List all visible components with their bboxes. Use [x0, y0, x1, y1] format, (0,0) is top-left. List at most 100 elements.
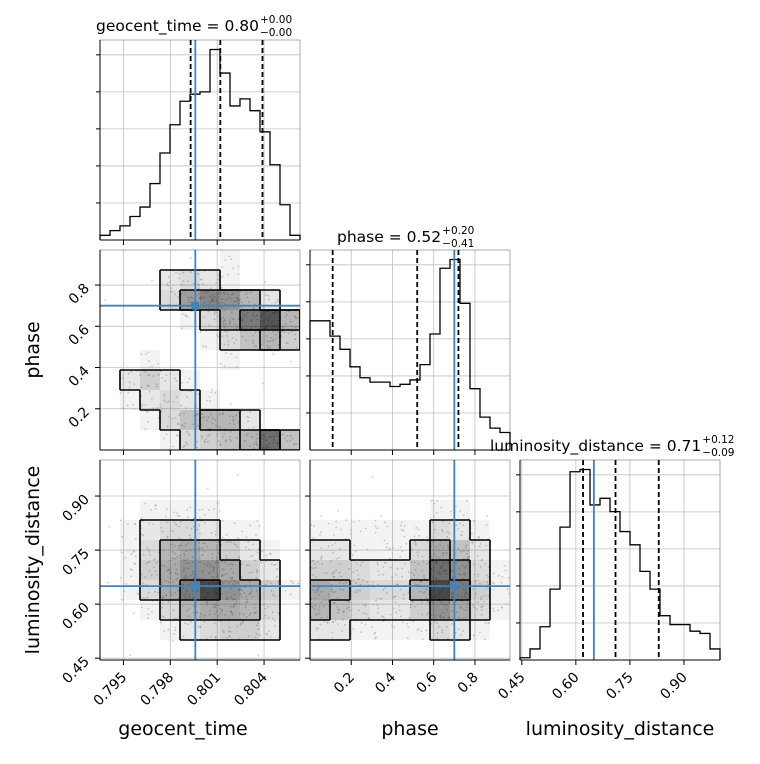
sample-point — [178, 413, 181, 416]
sample-point — [218, 413, 221, 415]
sample-point — [472, 520, 475, 522]
sample-point — [229, 430, 232, 433]
density-cell — [200, 580, 220, 600]
sample-point — [256, 437, 259, 440]
sample-point — [327, 522, 330, 525]
sample-point — [215, 299, 218, 302]
sample-point — [425, 629, 428, 632]
sample-point — [448, 616, 451, 619]
sample-point — [224, 259, 227, 261]
sample-point — [247, 540, 250, 543]
sample-point — [121, 535, 124, 538]
sample-point — [329, 588, 332, 591]
sample-point — [349, 609, 352, 611]
sample-point — [392, 596, 395, 599]
sample-point — [235, 600, 238, 603]
sample-point — [266, 580, 269, 583]
sample-point — [208, 563, 211, 566]
density-cell — [260, 330, 280, 350]
sample-point — [331, 573, 333, 576]
density-cell — [220, 600, 240, 620]
sample-point — [181, 313, 184, 316]
sample-point — [395, 573, 398, 576]
sample-point — [226, 596, 229, 599]
sample-point — [479, 582, 481, 585]
sample-point — [149, 553, 152, 556]
sample-point — [402, 529, 405, 532]
density-cell — [450, 560, 470, 580]
sample-point — [479, 542, 482, 545]
sample-point — [161, 602, 164, 605]
sample-point — [292, 582, 295, 584]
sample-point — [457, 627, 460, 630]
sample-point — [294, 338, 297, 341]
sample-point — [314, 591, 317, 594]
sample-point — [170, 543, 172, 546]
sample-point — [161, 581, 164, 584]
sample-point — [126, 404, 129, 407]
sample-point — [224, 580, 227, 582]
sample-point — [206, 603, 209, 606]
sample-point — [231, 598, 234, 601]
sample-point — [180, 520, 182, 523]
sample-point — [436, 622, 439, 625]
sample-point — [186, 609, 189, 612]
sample-point — [221, 266, 224, 269]
sample-point — [232, 583, 235, 586]
sample-point — [479, 598, 482, 601]
sample-point — [230, 258, 233, 261]
sample-point — [216, 575, 219, 578]
histogram-geocent-time — [99, 48, 301, 240]
sample-point — [134, 563, 136, 565]
sample-point — [327, 593, 330, 596]
density-cell — [180, 500, 200, 520]
sample-point — [216, 561, 219, 564]
sample-point — [205, 292, 208, 294]
density-cell — [160, 520, 180, 540]
sample-point — [130, 575, 133, 578]
sample-point — [361, 579, 364, 582]
sample-point — [191, 297, 194, 300]
sample-point — [388, 548, 391, 551]
sample-point — [491, 581, 494, 584]
sample-point — [410, 561, 413, 564]
sample-point — [223, 573, 226, 576]
sample-point — [353, 544, 355, 547]
sample-point — [246, 600, 249, 603]
sample-point — [355, 581, 357, 584]
sample-point — [501, 606, 503, 609]
sample-point — [316, 613, 319, 616]
density-cell — [390, 540, 410, 560]
sample-point — [207, 440, 209, 443]
sample-point — [315, 576, 318, 579]
sample-point — [328, 595, 331, 598]
sample-point — [199, 532, 201, 535]
sample-point — [441, 628, 444, 631]
sample-point — [228, 319, 231, 322]
density-cell — [350, 540, 370, 560]
sample-point — [338, 556, 340, 559]
density-cell — [450, 600, 470, 620]
sample-point — [450, 610, 453, 612]
sample-point — [233, 543, 236, 545]
sample-point — [134, 523, 136, 525]
sample-point — [317, 589, 320, 592]
sample-point — [211, 556, 214, 559]
sample-point — [412, 620, 415, 623]
sample-point — [275, 575, 278, 578]
sample-point — [174, 544, 176, 547]
density-cell — [180, 310, 200, 330]
sample-point — [264, 607, 267, 610]
sample-point — [144, 428, 147, 431]
sample-point — [164, 380, 167, 383]
sample-point — [154, 504, 157, 506]
density-cell — [120, 520, 140, 540]
density-cell — [350, 600, 370, 620]
title-geocent-time: geocent_time = 0.80 +0.00 −0.00 — [96, 14, 292, 39]
sample-point — [143, 576, 146, 579]
sample-point — [430, 555, 433, 558]
sample-point — [178, 277, 181, 280]
sample-point — [374, 637, 377, 640]
sample-point — [441, 631, 444, 634]
sample-point — [319, 623, 322, 626]
